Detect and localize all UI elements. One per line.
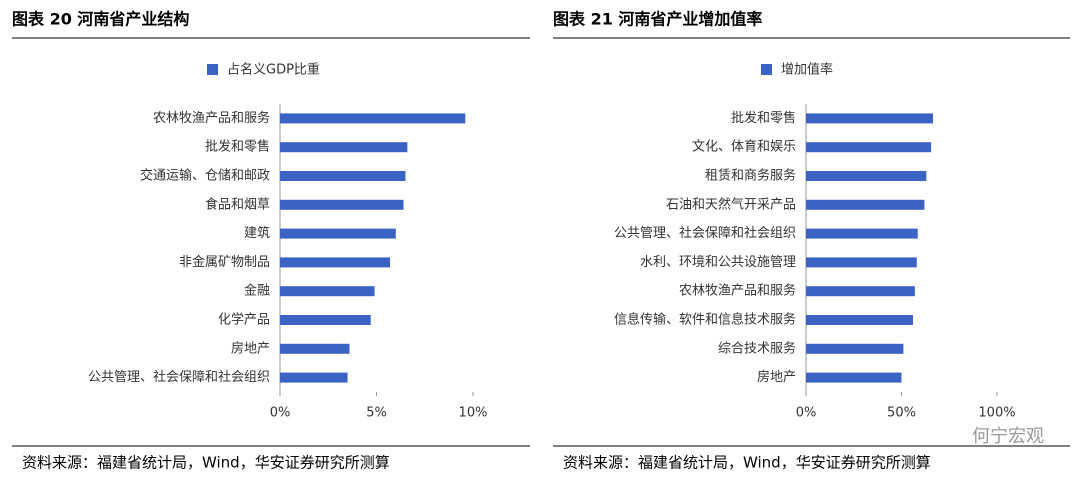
category-label: 公共管理、社会保障和社会组织 xyxy=(614,225,796,241)
category-label: 农林牧渔产品和服务 xyxy=(679,283,796,299)
bar xyxy=(280,199,404,210)
category-label: 批发和零售 xyxy=(731,110,796,126)
bar xyxy=(806,113,934,124)
category-label: 交通运输、仓储和邮政 xyxy=(140,168,270,184)
category-label: 水利、环境和公共设施管理 xyxy=(640,255,796,270)
source-note: 资料来源：福建省统计局，Wind，华安证券研究所测算 xyxy=(22,454,390,472)
bar xyxy=(280,343,350,354)
bar xyxy=(806,228,918,239)
bar xyxy=(806,257,917,268)
legend-label: 增加值率 xyxy=(781,62,833,78)
chart-title: 图表 21 河南省产业增加值率 xyxy=(553,10,762,29)
chart-title: 图表 20 河南省产业结构 xyxy=(12,10,189,29)
bar xyxy=(806,343,904,354)
bar xyxy=(280,286,375,297)
bar xyxy=(280,228,396,239)
category-label: 综合技术服务 xyxy=(718,340,796,356)
bar xyxy=(280,372,348,383)
category-label: 文化、体育和娱乐 xyxy=(692,139,796,155)
bar xyxy=(806,372,902,383)
x-tick-label: 5% xyxy=(366,406,387,421)
category-label: 信息传输、软件和信息技术服务 xyxy=(614,312,796,328)
category-label: 租赁和商务服务 xyxy=(705,168,796,184)
bar xyxy=(280,142,408,153)
bar xyxy=(280,171,406,181)
legend-swatch xyxy=(761,64,772,75)
x-tick-label: 100% xyxy=(978,406,1015,421)
bar xyxy=(806,286,915,297)
x-tick-label: 0% xyxy=(796,406,817,421)
watermark: 何宁宏观 xyxy=(972,426,1044,447)
bar xyxy=(806,315,913,325)
category-label: 批发和零售 xyxy=(205,139,270,155)
bar xyxy=(280,113,466,124)
category-label: 化学产品 xyxy=(218,312,270,328)
x-tick-label: 0% xyxy=(270,406,291,421)
legend-swatch xyxy=(207,64,218,75)
bar xyxy=(806,199,925,210)
bar xyxy=(806,171,927,181)
category-label: 食品和烟草 xyxy=(205,196,270,212)
category-label: 非金属矿物制品 xyxy=(179,254,270,270)
bar xyxy=(280,315,371,325)
category-label: 金融 xyxy=(244,283,270,299)
bar xyxy=(806,142,932,153)
category-label: 石油和天然气开采产品 xyxy=(666,196,796,212)
category-label: 农林牧渔产品和服务 xyxy=(153,110,270,126)
source-note: 资料来源：福建省统计局，Wind，华安证券研究所测算 xyxy=(563,454,931,472)
category-label: 房地产 xyxy=(231,340,270,356)
category-label: 公共管理、社会保障和社会组织 xyxy=(88,369,270,385)
category-label: 房地产 xyxy=(757,369,796,385)
bar xyxy=(280,257,391,268)
legend-label: 占名义GDP比重 xyxy=(227,62,320,78)
x-tick-label: 10% xyxy=(459,406,488,421)
x-tick-label: 50% xyxy=(887,406,916,421)
category-label: 建筑 xyxy=(244,225,270,241)
